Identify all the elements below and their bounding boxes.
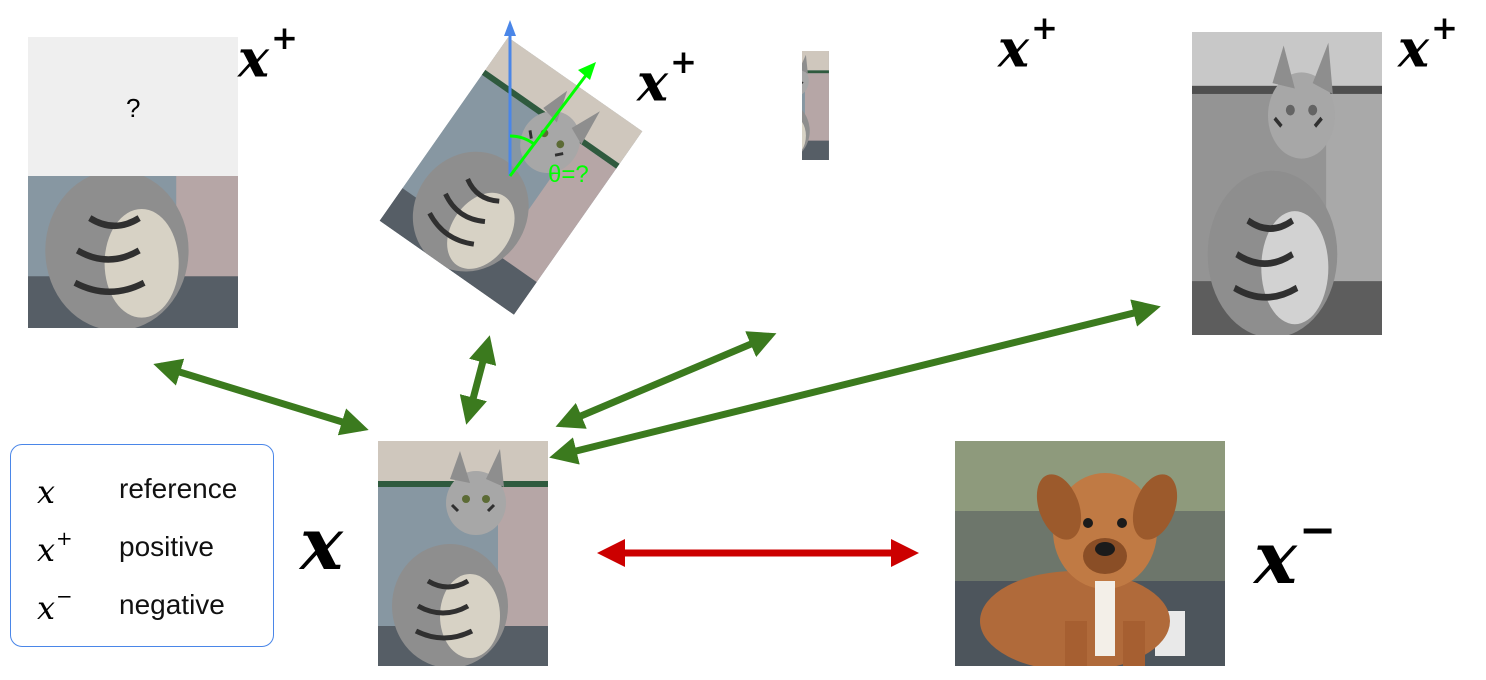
legend-label: negative: [119, 589, 225, 620]
mask-question-mark: ?: [126, 93, 140, 123]
rotated-axis-icon: [508, 69, 592, 177]
dog-photo-icon: [955, 441, 1225, 671]
legend-label: positive: [119, 531, 214, 562]
grayscale-cat-panel: [1192, 32, 1382, 335]
jigsaw-panel: [802, 51, 1002, 321]
positive-label-grayscale: x+: [1398, 9, 1459, 80]
negative-label: x−: [1254, 503, 1337, 600]
angle-arc-icon: [509, 134, 535, 146]
legend-item-positive: x+ positive: [37, 527, 214, 567]
negative-dog-panel: [955, 441, 1225, 671]
rotated-cat-panel: θ=?: [366, 16, 656, 332]
positive-arrow-rotation: [459, 335, 497, 425]
positive-arrow-grayscale: [549, 299, 1161, 465]
positive-arrow-masked: [153, 358, 369, 436]
positive-label-jigsaw: x+: [998, 9, 1059, 80]
jigsaw-tiles: [802, 51, 1002, 321]
grayscale-cat-image: [1192, 32, 1382, 335]
cat-photo-icon: [378, 441, 548, 666]
legend-symbol: x−: [37, 584, 73, 627]
legend-label: reference: [119, 473, 238, 504]
masked-cat-panel: ?: [28, 37, 238, 328]
rotated-cat-image: θ=?: [366, 20, 656, 332]
legend-symbol: x+: [37, 526, 73, 569]
masked-cat-image: ?: [28, 37, 238, 328]
legend-box: x reference x+ positive x− negative: [10, 444, 274, 647]
legend-symbol: x: [37, 472, 56, 511]
legend-item-reference: x reference: [37, 469, 237, 509]
positive-label-rotation: x+: [637, 43, 698, 114]
positive-label-masked: x+: [238, 19, 299, 90]
jigsaw-tile-1: [802, 51, 829, 161]
theta-label: θ=?: [548, 161, 589, 188]
mask-region: [28, 37, 238, 176]
reference-cat-panel: [378, 441, 548, 666]
reference-label: x: [300, 501, 343, 586]
legend-item-negative: x− negative: [37, 585, 225, 625]
